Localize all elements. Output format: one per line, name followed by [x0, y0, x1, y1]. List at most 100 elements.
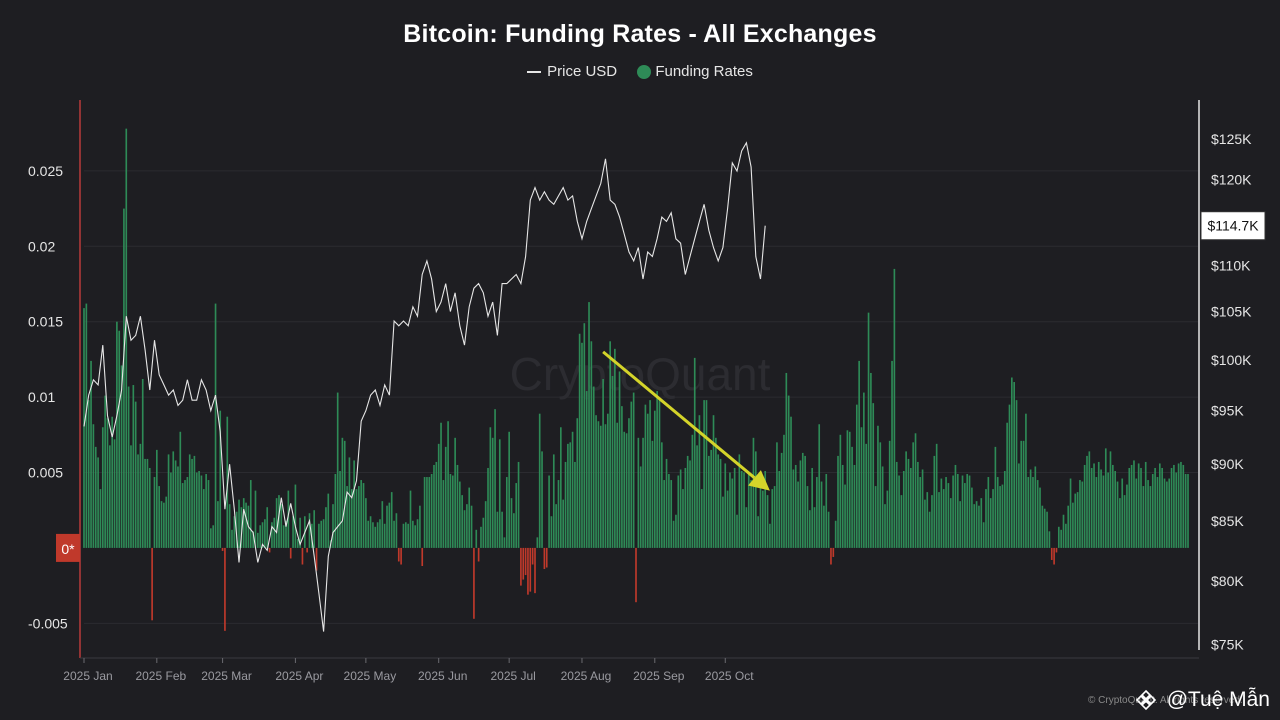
right-tick-label: $120K	[1211, 171, 1252, 187]
funding-bar	[715, 437, 717, 548]
funding-bar	[879, 442, 882, 548]
funding-bar	[1055, 547, 1058, 553]
funding-bar	[980, 498, 983, 548]
funding-bar	[590, 341, 593, 548]
funding-bar	[745, 507, 748, 548]
funding-bar	[252, 531, 254, 548]
funding-bar	[1109, 451, 1112, 548]
funding-bar	[101, 427, 104, 548]
funding-bar	[522, 547, 525, 580]
trend-arrow-line	[602, 350, 756, 479]
funding-bar	[463, 510, 466, 548]
funding-bar	[419, 505, 421, 548]
funding-bar	[759, 481, 762, 548]
funding-bar	[1166, 481, 1168, 548]
funding-bar	[259, 525, 261, 548]
right-tick-label: $100K	[1211, 352, 1252, 368]
funding-bar	[186, 477, 189, 548]
funding-bar	[513, 513, 515, 548]
funding-bar	[1154, 467, 1156, 548]
funding-bar	[137, 454, 139, 548]
funding-bar	[874, 486, 877, 548]
funding-bar	[524, 547, 527, 576]
funding-bar	[1067, 505, 1070, 548]
funding-bar	[240, 507, 243, 548]
funding-bar	[1006, 422, 1008, 548]
funding-bar	[811, 467, 813, 548]
funding-bar	[320, 520, 323, 548]
funding-bar	[153, 477, 156, 548]
funding-bar	[867, 312, 870, 548]
funding-bar	[1182, 464, 1185, 548]
funding-bar	[1015, 400, 1018, 548]
funding-bar	[999, 486, 1001, 548]
legend-item-funding[interactable]: Funding Rates	[637, 63, 753, 80]
right-tick-label: $80K	[1211, 573, 1244, 589]
funding-bar	[604, 424, 607, 548]
funding-bar	[1121, 478, 1124, 548]
funding-bar	[1156, 477, 1159, 548]
funding-bar	[729, 472, 731, 548]
funding-bar	[99, 489, 102, 548]
funding-bar	[358, 486, 360, 548]
funding-bar	[952, 475, 954, 548]
funding-bar	[616, 422, 619, 548]
funding-bar	[1065, 523, 1067, 548]
funding-bar	[301, 547, 304, 565]
funding-bar	[886, 490, 889, 548]
funding-bar	[1013, 382, 1016, 548]
funding-bar	[111, 416, 114, 548]
funding-bar	[228, 504, 231, 548]
funding-bar	[722, 496, 724, 548]
funding-bar	[564, 461, 567, 548]
funding-bar	[719, 458, 722, 548]
funding-bar	[282, 525, 285, 548]
funding-bar	[299, 517, 301, 548]
funding-bar	[912, 442, 914, 548]
funding-bar	[1107, 472, 1109, 548]
funding-bar	[1018, 463, 1020, 548]
funding-bar	[1177, 463, 1180, 548]
funding-bar	[538, 413, 541, 548]
funding-bar	[884, 504, 886, 548]
legend-item-price[interactable]: Price USD	[527, 63, 617, 80]
funding-bar	[510, 498, 513, 548]
funding-bar	[653, 410, 656, 548]
funding-bar	[167, 454, 170, 548]
funding-bar	[823, 505, 825, 548]
left-tick-label: 0.01	[28, 389, 55, 405]
funding-bar	[501, 511, 503, 548]
funding-bar	[813, 507, 816, 548]
funding-bar	[881, 466, 884, 548]
funding-bar	[1060, 529, 1062, 548]
x-tick-label: 2025 Jul	[490, 669, 535, 683]
funding-bar	[1170, 467, 1173, 548]
funding-bar	[574, 461, 576, 548]
funding-bar	[567, 443, 569, 548]
x-tick-label: 2025 Oct	[705, 669, 754, 683]
binance-logo-icon	[1135, 690, 1156, 711]
right-tick-label: $95K	[1211, 403, 1244, 419]
funding-bar	[1039, 487, 1041, 548]
funding-bar	[85, 303, 88, 548]
funding-bar	[571, 431, 574, 548]
funding-bar	[804, 455, 806, 548]
funding-bar	[444, 446, 447, 548]
funding-bar	[97, 457, 99, 548]
funding-bar	[1102, 475, 1105, 548]
funding-bar	[844, 484, 846, 548]
funding-bar	[94, 446, 97, 548]
funding-bar	[275, 498, 278, 548]
funding-bar	[665, 458, 668, 548]
funding-bar	[435, 461, 438, 548]
funding-bar	[649, 400, 651, 548]
funding-bar	[625, 433, 628, 548]
funding-bar	[1032, 477, 1034, 548]
funding-bar	[818, 424, 821, 548]
funding-bar	[1144, 461, 1147, 548]
funding-bar	[661, 442, 663, 548]
x-tick-label: 2025 May	[344, 669, 397, 683]
funding-bar	[423, 477, 426, 548]
funding-bar	[747, 472, 750, 548]
